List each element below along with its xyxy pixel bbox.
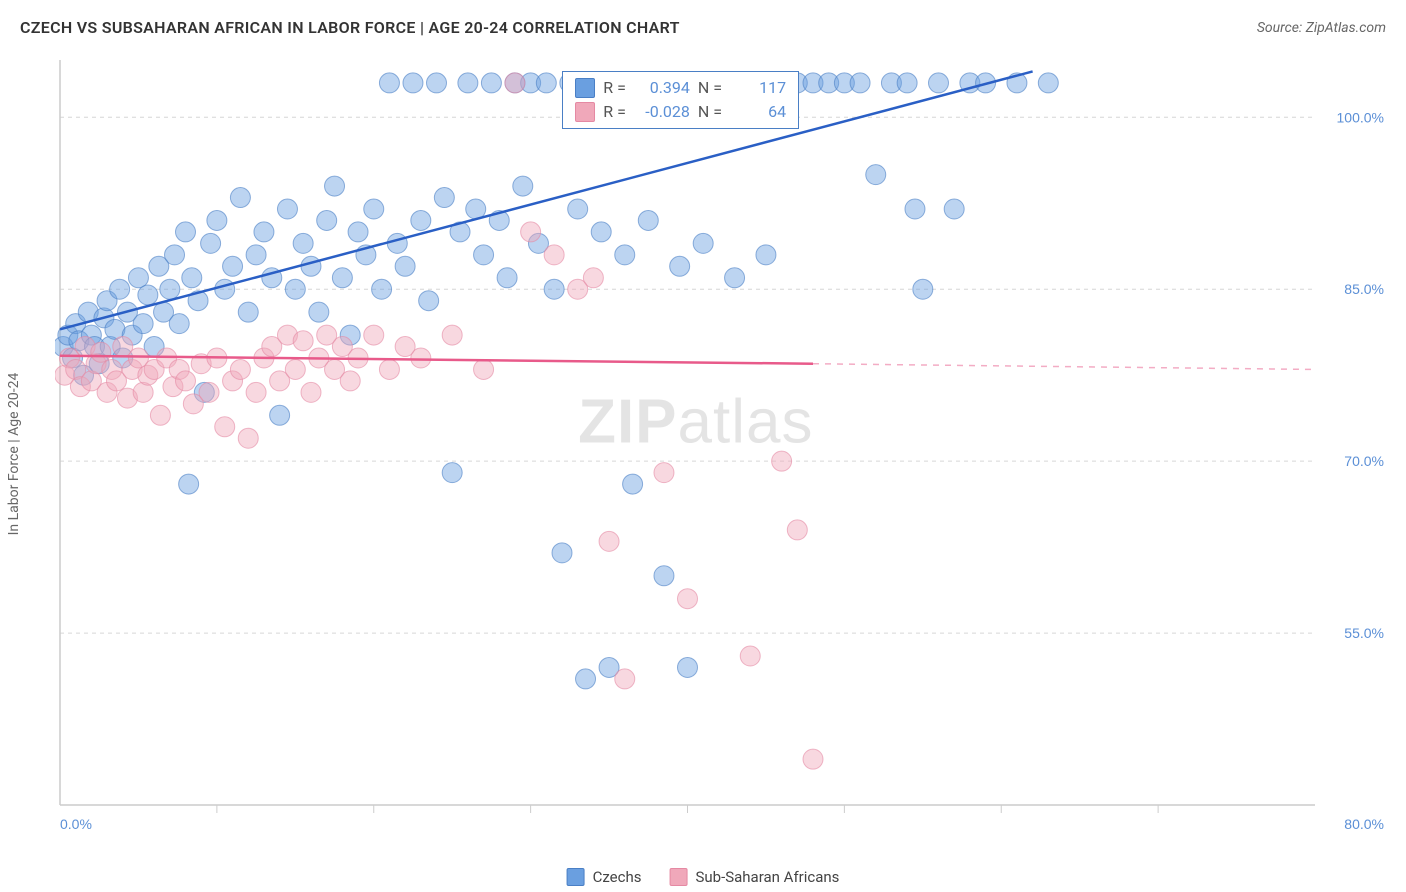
stats-row-czechs: R = 0.394 N = 117 bbox=[575, 78, 786, 98]
legend-label-subsaharan: Sub-Saharan Africans bbox=[695, 868, 839, 886]
svg-text:85.0%: 85.0% bbox=[1344, 281, 1384, 297]
svg-text:80.0%: 80.0% bbox=[1344, 816, 1384, 832]
svg-text:0.0%: 0.0% bbox=[60, 816, 92, 832]
stats-r-subsaharan: -0.028 bbox=[634, 102, 690, 121]
legend: Czechs Sub-Saharan Africans bbox=[567, 868, 840, 886]
stats-n-subsaharan: 64 bbox=[730, 102, 786, 121]
stats-row-subsaharan: R = -0.028 N = 64 bbox=[575, 102, 786, 122]
chart-title: CZECH VS SUBSAHARAN AFRICAN IN LABOR FOR… bbox=[20, 18, 680, 37]
chart-area: 55.0%70.0%85.0%100.0%0.0%80.0% ZIPatlas … bbox=[55, 55, 1390, 835]
legend-item-czechs: Czechs bbox=[567, 868, 642, 886]
legend-label-czechs: Czechs bbox=[593, 868, 642, 886]
y-axis-label: In Labor Force | Age 20-24 bbox=[6, 373, 22, 536]
scatter-plot: 55.0% 70.0% 85.0% 100.0% 0.0% 80.0% bbox=[55, 55, 1390, 835]
stats-n-label: N = bbox=[698, 78, 722, 97]
stats-swatch-subsaharan bbox=[575, 102, 595, 122]
stats-r-label: R = bbox=[603, 102, 626, 121]
svg-text:55.0%: 55.0% bbox=[1344, 625, 1384, 641]
stats-r-label: R = bbox=[603, 78, 626, 97]
legend-swatch-czechs bbox=[567, 868, 585, 886]
correlation-stats-box: R = 0.394 N = 117 R = -0.028 N = 64 bbox=[562, 71, 799, 129]
legend-swatch-subsaharan bbox=[669, 868, 687, 886]
stats-r-czechs: 0.394 bbox=[634, 78, 690, 97]
stats-swatch-czechs bbox=[575, 78, 595, 98]
svg-text:70.0%: 70.0% bbox=[1344, 453, 1384, 469]
legend-item-subsaharan: Sub-Saharan Africans bbox=[669, 868, 839, 886]
source-attribution: Source: ZipAtlas.com bbox=[1257, 20, 1386, 36]
stats-n-label: N = bbox=[698, 102, 722, 121]
stats-n-czechs: 117 bbox=[730, 78, 786, 97]
svg-text:100.0%: 100.0% bbox=[1337, 109, 1384, 125]
